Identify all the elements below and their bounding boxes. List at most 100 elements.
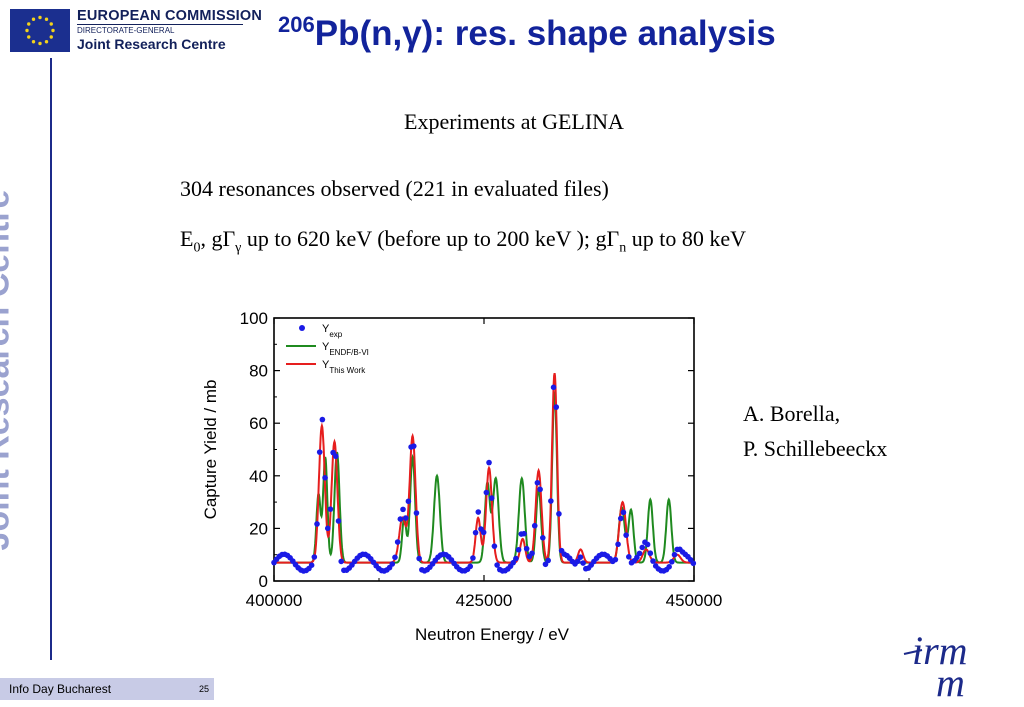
exp-data-point	[513, 555, 519, 562]
org-dg: DIRECTORATE-GENERAL	[77, 26, 175, 35]
exp-data-point	[540, 535, 546, 541]
author-1: A. Borella,	[743, 401, 841, 426]
exp-data-point	[389, 561, 396, 567]
exp-data-point	[319, 416, 326, 423]
eu-star-icon	[38, 15, 42, 20]
irmm-logo: irm m	[903, 628, 968, 700]
body-line-2: E0, gΓγ up to 620 keV (before up to 200 …	[180, 226, 746, 256]
exp-data-point	[486, 459, 492, 466]
y-tick-label: 40	[249, 467, 268, 486]
legend-label-sub: ENDF/B-VI	[329, 348, 369, 357]
exp-data-point	[494, 562, 500, 568]
exp-data-point	[510, 559, 517, 566]
exp-data-point	[650, 558, 656, 564]
exp-data-point	[620, 509, 627, 516]
exp-data-point	[311, 554, 318, 560]
page-number: 25	[199, 684, 210, 694]
exp-data-point	[394, 539, 401, 545]
exp-data-point	[416, 555, 422, 562]
slide-title: 206Pb(n,γ): res. shape analysis	[278, 12, 776, 54]
footer-label: Info Day Bucharest	[9, 682, 112, 696]
legend-label-sub: exp	[329, 330, 342, 339]
exp-data-point	[523, 545, 530, 552]
exp-data-point	[545, 557, 551, 564]
line2-part: E	[180, 226, 194, 251]
exp-data-point	[580, 560, 586, 566]
slide-subtitle: Experiments at GELINA	[404, 109, 624, 134]
exp-data-point	[639, 544, 646, 551]
x-tick-label: 400000	[246, 591, 303, 610]
org-jrc: Joint Research Centre	[77, 36, 226, 52]
exp-data-point	[488, 495, 495, 501]
exp-data-point	[327, 506, 334, 512]
side-divider	[50, 58, 52, 660]
title-superscript: 206	[278, 12, 315, 37]
exp-data-point	[322, 474, 328, 481]
y-tick-label: 80	[249, 362, 268, 381]
x-tick-label: 425000	[456, 591, 513, 610]
y-axis-label: Capture Yield / mb	[201, 380, 220, 520]
exp-data-point	[666, 564, 672, 570]
line2-part: , gΓ	[200, 226, 236, 251]
exp-data-point	[548, 498, 554, 504]
exp-data-point	[671, 551, 678, 558]
eu-star-icon	[49, 22, 53, 26]
legend-label-sub: This Work	[329, 366, 366, 375]
x-tick-label: 450000	[666, 591, 723, 610]
legend-label: Yexp	[322, 323, 343, 339]
eu-star-icon	[44, 17, 49, 21]
exp-data-point	[612, 556, 619, 563]
author-2: P. Schillebeeckx	[743, 436, 888, 461]
exp-data-point	[467, 563, 474, 570]
exp-data-point	[634, 554, 640, 561]
exp-data-point	[556, 511, 562, 517]
exp-data-point	[483, 489, 490, 496]
exp-data-point	[647, 550, 654, 557]
eu-star-icon	[31, 17, 36, 21]
exp-data-point	[636, 550, 643, 557]
exp-data-point	[550, 384, 557, 391]
irmm-logo-text-bottom: m	[936, 660, 965, 700]
legend-label: YENDF/B-VI	[322, 341, 369, 357]
exp-data-point	[577, 554, 584, 560]
y-tick-label: 20	[249, 519, 268, 538]
eu-flag-logo	[10, 9, 70, 52]
exp-data-point	[521, 530, 527, 537]
line2-part: up to 620 keV (before up to 200 keV ); g…	[241, 226, 620, 251]
eu-star-icon	[38, 41, 42, 46]
exp-data-point	[314, 521, 320, 527]
legend-exp-marker	[299, 325, 305, 331]
eu-star-icon	[44, 40, 49, 44]
exp-data-point	[324, 525, 331, 532]
exp-data-point	[402, 515, 409, 521]
irmm-logo-stroke	[903, 649, 923, 655]
exp-data-point	[529, 550, 535, 557]
exp-data-point	[617, 515, 624, 522]
exp-data-point	[472, 529, 479, 536]
exp-data-point	[308, 562, 315, 569]
exp-data-point	[475, 509, 482, 515]
line2-part: up to 80 keV	[626, 226, 747, 251]
legend-label: YThis Work	[322, 359, 366, 375]
series-thiswork-line	[274, 373, 694, 564]
exp-data-point	[338, 558, 345, 565]
line2-sub: γ	[235, 240, 242, 256]
exp-data-point	[400, 506, 406, 513]
eu-stars-icon	[10, 9, 70, 52]
exp-data-point	[335, 518, 342, 524]
line2-sub: 0	[193, 240, 201, 256]
exp-data-point	[623, 532, 629, 538]
eu-star-icon	[51, 28, 55, 33]
exp-data-point	[690, 560, 697, 567]
eu-star-icon	[25, 28, 29, 33]
org-divider	[77, 24, 243, 25]
eu-star-icon	[27, 35, 31, 39]
title-main: Pb(n,γ): res. shape analysis	[314, 14, 776, 53]
exp-data-point	[410, 443, 417, 449]
exp-data-point	[316, 449, 323, 455]
exp-data-point	[615, 541, 621, 548]
eu-star-icon	[49, 35, 53, 39]
exp-data-point	[626, 553, 632, 560]
exp-data-point	[405, 498, 412, 505]
